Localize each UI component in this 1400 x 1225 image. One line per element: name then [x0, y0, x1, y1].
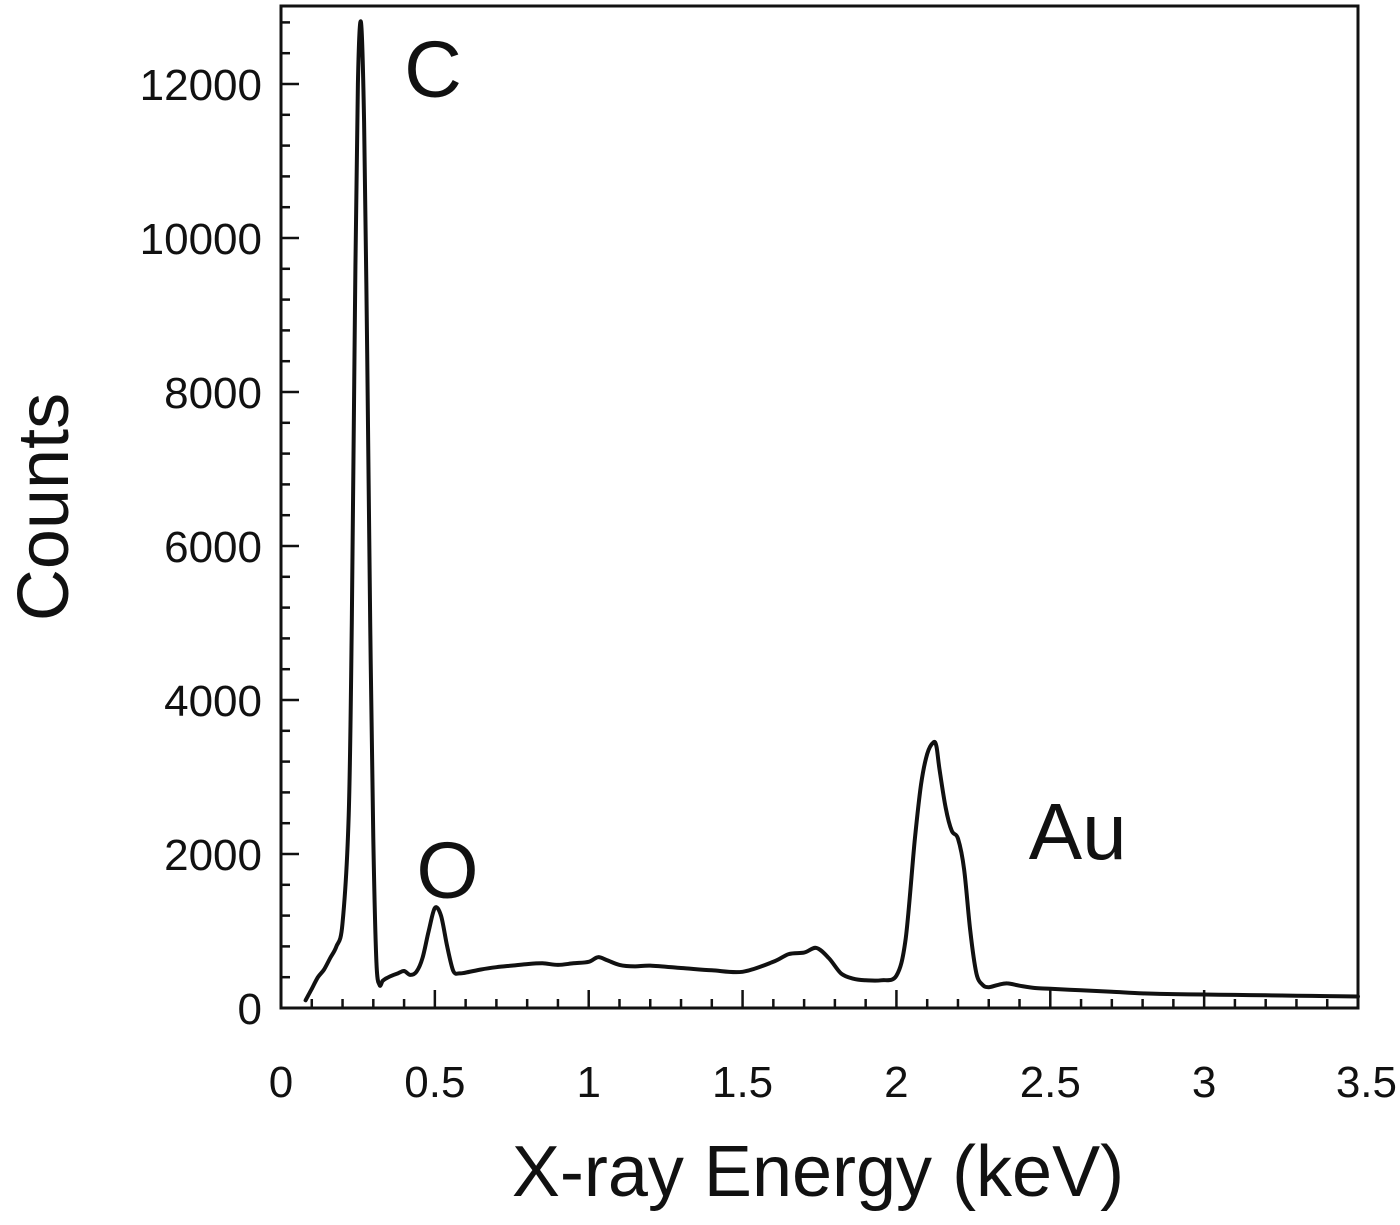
- x-tick-label: 0: [269, 1058, 293, 1107]
- x-tick-label: 3: [1192, 1058, 1216, 1107]
- spectrum-line: [303, 19, 1360, 1003]
- x-tick-label: 2.5: [1020, 1058, 1081, 1107]
- x-tick-label: 0.5: [404, 1058, 465, 1107]
- y-tick-label: 12000: [140, 61, 262, 110]
- y-axis-title: Counts: [4, 393, 84, 621]
- plot-frame: [279, 4, 1360, 1010]
- axis-ticks: [279, 21, 1360, 1010]
- x-tick-label: 1: [576, 1058, 600, 1107]
- y-tick-label: 4000: [164, 677, 262, 726]
- y-tick-label: 6000: [164, 523, 262, 572]
- y-tick-label: 8000: [164, 369, 262, 418]
- y-tick-label: 2000: [164, 831, 262, 880]
- x-axis-title: X-ray Energy (keV): [512, 1132, 1124, 1212]
- y-tick-label: 10000: [140, 215, 262, 264]
- peak-label-o: O: [416, 825, 478, 914]
- x-tick-label: 2: [884, 1058, 908, 1107]
- x-tick-label: 3.5: [1336, 1058, 1397, 1107]
- axis-tick-labels: 0 0.5 1 1.5 2 2.5 3 3.5 0 2000 4000 6000 8000 10000 12…: [140, 61, 1397, 1107]
- peak-annotations: C O Au: [404, 25, 1127, 915]
- peak-label-c: C: [404, 25, 462, 114]
- x-tick-label: 1.5: [712, 1058, 773, 1107]
- peak-label-au: Au: [1029, 787, 1127, 876]
- y-tick-label: 0: [238, 985, 262, 1034]
